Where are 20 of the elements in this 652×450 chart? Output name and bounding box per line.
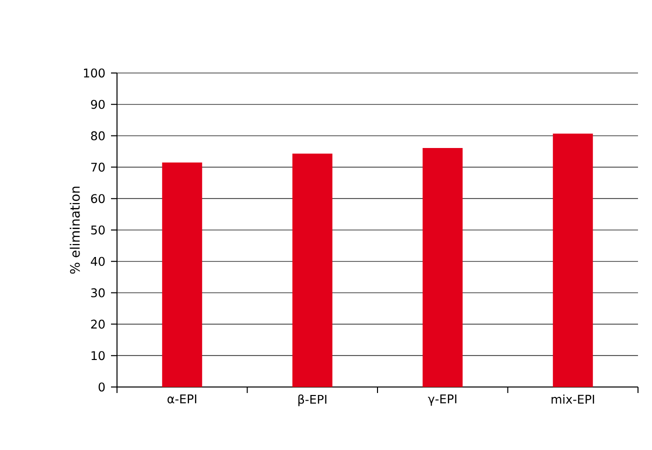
x-tick-label: β-EPI (298, 394, 326, 406)
y-tick-label: 60 (91, 194, 105, 204)
y-tick-label: 40 (90, 256, 105, 266)
y-tick-label: 70 (91, 162, 105, 172)
bar (162, 162, 202, 387)
x-tick-label: α-EPI (168, 394, 196, 404)
x-tick-label: γ-EPI (428, 394, 456, 406)
y-tick-label: 10 (92, 351, 105, 360)
y-tick-label: 80 (91, 131, 105, 140)
x-tick-label: mix-EPI (552, 394, 594, 404)
bar (422, 148, 463, 387)
y-tick-label: 90 (91, 100, 105, 109)
bar (292, 154, 332, 387)
y-tick-label: 0 (98, 382, 105, 392)
y-tick-label: 100 (84, 68, 105, 78)
y-axis-title: % elimination (70, 186, 80, 274)
y-tick-label: 20 (91, 320, 105, 329)
bar (552, 134, 593, 387)
y-tick-label: 50 (91, 225, 105, 235)
y-tick-label: 30 (91, 288, 105, 298)
